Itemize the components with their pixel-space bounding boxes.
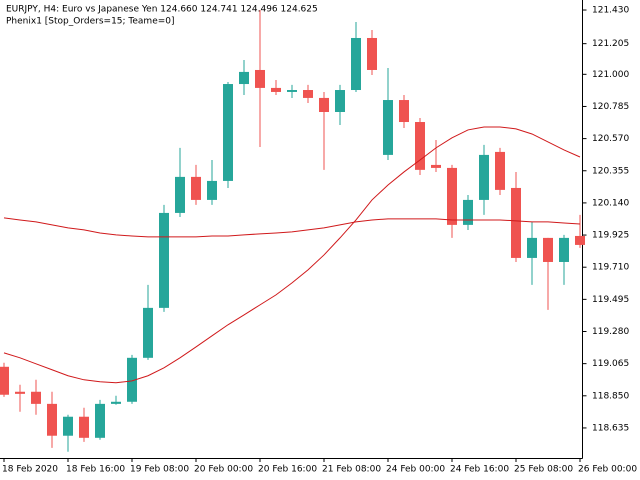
y-tick-label: 119.495 [592, 295, 629, 305]
y-tick-label: 120.570 [592, 134, 629, 144]
x-tick-label: 20 Feb 16:00 [258, 465, 317, 475]
y-tick-label: 120.355 [592, 166, 629, 176]
y-tick-label: 119.065 [592, 359, 629, 369]
y-tick-label: 120.140 [592, 198, 629, 208]
x-tick-label: 24 Feb 16:00 [450, 465, 509, 475]
y-tick-label: 120.785 [592, 102, 629, 112]
candle-body [287, 90, 297, 92]
candle-body [575, 235, 585, 245]
candle-body [63, 416, 73, 436]
x-tick-label: 20 Feb 00:00 [194, 465, 253, 475]
candle-body [15, 391, 25, 394]
candle-body [351, 37, 361, 91]
candle-body [95, 403, 105, 438]
candle-body [271, 87, 281, 92]
y-tick-label: 121.430 [592, 6, 629, 16]
moving-average [3, 126, 581, 384]
moving-average [3, 217, 581, 238]
candle-body [239, 71, 249, 85]
candle-body [431, 164, 441, 168]
candle-body [479, 154, 489, 200]
candle-body [31, 391, 41, 404]
y-tick-label: 121.000 [592, 70, 629, 80]
candle-body [207, 180, 217, 200]
x-tick-label: 24 Feb 00:00 [386, 465, 445, 475]
x-tick-label: 19 Feb 08:00 [130, 465, 189, 475]
y-tick-label: 118.635 [592, 423, 629, 433]
candle-body [335, 90, 345, 112]
candle-body [47, 403, 57, 436]
candle-body [463, 199, 473, 225]
indicator-label: Phenix1 [Stop_Orders=15; Teame=0] [6, 17, 175, 27]
x-tick-label: 26 Feb 00:00 [578, 465, 637, 475]
candle-body [303, 90, 313, 98]
candle-body [415, 122, 425, 170]
candle-body [367, 37, 377, 70]
y-tick-label: 119.280 [592, 327, 629, 337]
candle-body [255, 69, 265, 88]
candle-body [0, 366, 9, 395]
x-tick-label: 25 Feb 08:00 [514, 465, 573, 475]
candle-body [495, 151, 505, 190]
candle-body [223, 84, 233, 181]
candle-body [543, 237, 553, 262]
candle-body [527, 237, 537, 258]
y-tick-label: 119.710 [592, 263, 629, 273]
candle-body [79, 416, 89, 438]
candle-body [127, 357, 137, 402]
candle-body [175, 176, 185, 213]
candle-body [399, 100, 409, 123]
candle-body [143, 307, 153, 358]
candle-body [191, 176, 201, 200]
candle-body [559, 237, 569, 262]
candle-body [319, 97, 329, 112]
y-tick-label: 118.850 [592, 391, 629, 401]
candle-body [383, 100, 393, 155]
y-tick-label: 121.205 [592, 39, 629, 49]
candle-body [159, 212, 169, 308]
x-tick-label: 21 Feb 08:00 [322, 465, 381, 475]
candle-body [111, 401, 121, 404]
candle-body [511, 187, 521, 258]
candle-body [447, 167, 457, 225]
y-tick-label: 119.925 [592, 231, 629, 241]
chart-title: EURJPY, H4: Euro vs Japanese Yen 124.660… [6, 5, 318, 15]
x-tick-label: 18 Feb 16:00 [66, 465, 125, 475]
x-tick-label: 18 Feb 2020 [2, 465, 58, 475]
